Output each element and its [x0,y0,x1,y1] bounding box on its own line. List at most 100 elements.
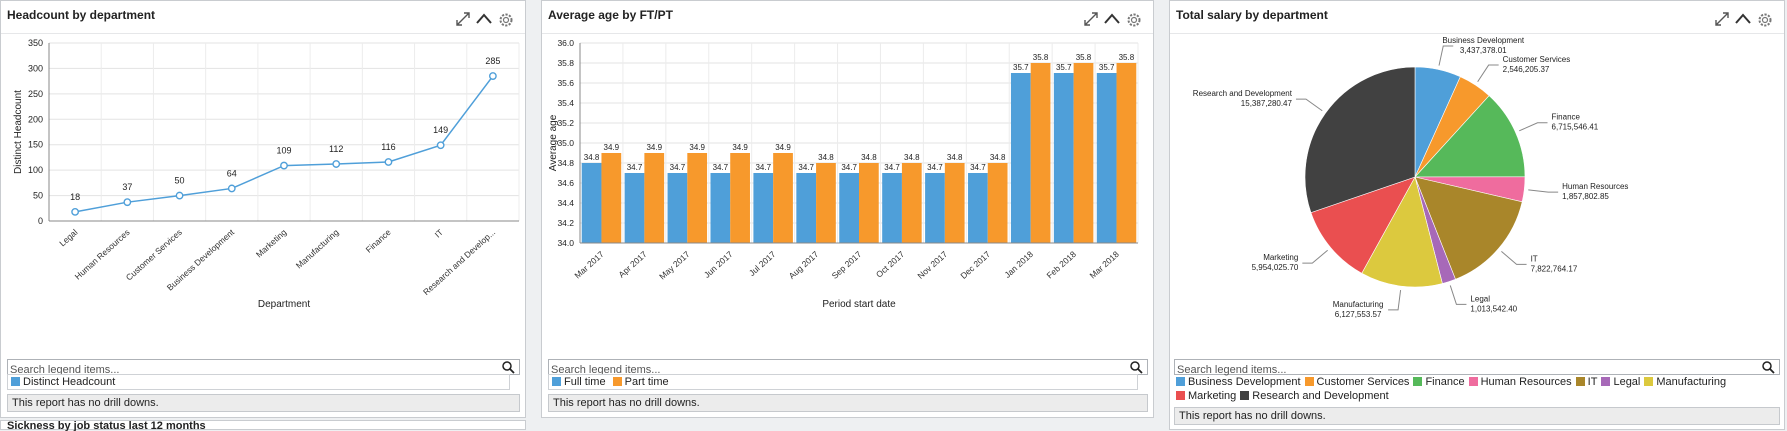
gear-icon[interactable] [1756,11,1774,29]
slice-value: 1,857,802.85 [1562,192,1609,201]
x-tick-label: Mar 2018 [1087,249,1121,281]
bar [901,163,922,243]
data-label: 34.8 [947,153,963,162]
slice-value: 1,013,542.40 [1470,304,1517,313]
legend-label: IT [1587,376,1598,388]
panel-title: Headcount by department [7,8,156,22]
y-tick-label: 35.2 [557,118,574,128]
y-tick-label: 35.6 [557,78,574,88]
y-tick-label: 34.4 [557,198,574,208]
y-tick-label: 36.0 [557,38,574,48]
data-point [71,207,80,216]
slice-label: IT [1531,254,1538,263]
legend-item[interactable]: Distinct Headcount [11,375,115,389]
x-tick-label: Nov 2017 [915,249,949,281]
y-axis-title: Distinct Headcount [13,90,24,174]
data-label: 35.7 [1099,63,1115,72]
legend-swatch [1644,377,1654,386]
panel-toolbar [1083,11,1145,29]
search-icon[interactable] [502,361,515,374]
legend-label: Marketing [1188,390,1237,402]
bar [687,153,708,243]
data-point [384,158,393,166]
bar [796,173,817,243]
legend-item[interactable]: Manufacturing [1644,375,1726,389]
legend-search[interactable] [7,359,520,377]
slice-value: 6,127,553.57 [1335,310,1382,319]
headcount-panel: Headcount by department 0 50 100 150 200 250 3… [0,0,526,418]
bar [753,173,774,243]
pie-slice [1304,66,1416,214]
y-tick-label: 34.6 [557,178,574,188]
connector-line [1438,45,1454,66]
x-tick-label: Finance [364,227,393,255]
legend-label: Customer Services [1316,376,1410,388]
legend-item[interactable]: Finance [1413,375,1465,389]
slice-label: Customer Services [1503,55,1571,64]
legend-item[interactable]: Legal [1601,375,1640,389]
slice-label: Legal [1470,294,1490,303]
y-tick-label: 34.2 [557,218,574,228]
slice-value: 2,546,205.37 [1503,65,1550,74]
slice-value: 5,954,025.70 [1252,263,1299,272]
data-label: 35.8 [1076,53,1092,62]
data-label: 34.7 [755,163,771,172]
legend-item[interactable]: Human Resources [1468,375,1572,389]
average-age-bar-chart: 34.0 34.2 34.4 34.6 34.8 35.0 35.2 35.4 35.6 35.8… [548,38,1139,310]
headcount-line-chart: 0 50 100 150 200 250 300 350 18 37 50 64 109 112 116 14… [13,38,520,310]
legend-swatch [1601,377,1611,386]
legend-label: Part time [624,376,669,388]
legend-label: Research and Development [1252,390,1389,402]
search-icon[interactable] [1762,361,1775,374]
pie-slice [1414,176,1523,280]
legend-label: Legal [1613,376,1641,388]
slice-value: 3,437,378.01 [1460,46,1507,55]
x-tick-label: Manufacturing [294,227,341,271]
slice-value: 15,387,280.47 [1241,99,1293,108]
data-point [175,191,184,200]
data-label: 34.7 [798,163,814,172]
data-label: 18 [70,192,80,202]
legend-item[interactable]: Research and Development [1240,389,1389,403]
legend-item[interactable]: Customer Services [1304,375,1410,389]
bar [773,153,793,243]
data-label: 34.7 [970,163,986,172]
x-axis-title: Period start date [822,299,896,310]
legend-item[interactable]: Part time [612,375,669,389]
x-tick-label: Sep 2017 [830,249,864,281]
pie-slice [1414,95,1526,178]
legend-search-input[interactable] [1175,363,1721,377]
gear-icon[interactable] [1125,11,1143,29]
legend-search-input[interactable] [549,363,1090,377]
connector-line [1295,98,1323,112]
legend-search-input[interactable] [8,363,470,377]
legend-label: Manufacturing [1656,376,1727,388]
legend-swatch [1176,377,1185,386]
legend-item[interactable]: Business Development [1176,375,1301,389]
data-label: 37 [122,182,132,192]
legend-item[interactable]: Marketing [1176,389,1236,403]
search-icon[interactable] [1130,361,1143,374]
series-line [74,75,494,213]
expand-icon[interactable] [1083,11,1099,27]
y-axis-title: Average age [548,114,559,171]
collapse-icon[interactable] [1103,11,1121,27]
expand-icon[interactable] [455,11,471,27]
legend-search[interactable] [1174,359,1780,377]
bar [1030,63,1051,243]
data-label: 34.8 [584,153,600,162]
expand-icon[interactable] [1714,11,1730,27]
data-label: 34.9 [775,143,791,152]
bar [1010,73,1031,243]
y-tick-label: 34.8 [557,158,574,168]
legend: Full time Part time [552,375,1142,389]
legend-label: Full time [564,376,606,388]
y-tick-label: 150 [28,140,43,150]
collapse-icon[interactable] [1734,11,1752,27]
gear-icon[interactable] [497,11,515,29]
legend-item[interactable]: Full time [552,375,606,389]
legend-item[interactable]: IT [1575,375,1598,389]
y-tick-label: 35.0 [557,138,574,148]
collapse-icon[interactable] [475,11,493,27]
legend-search[interactable] [548,359,1148,377]
